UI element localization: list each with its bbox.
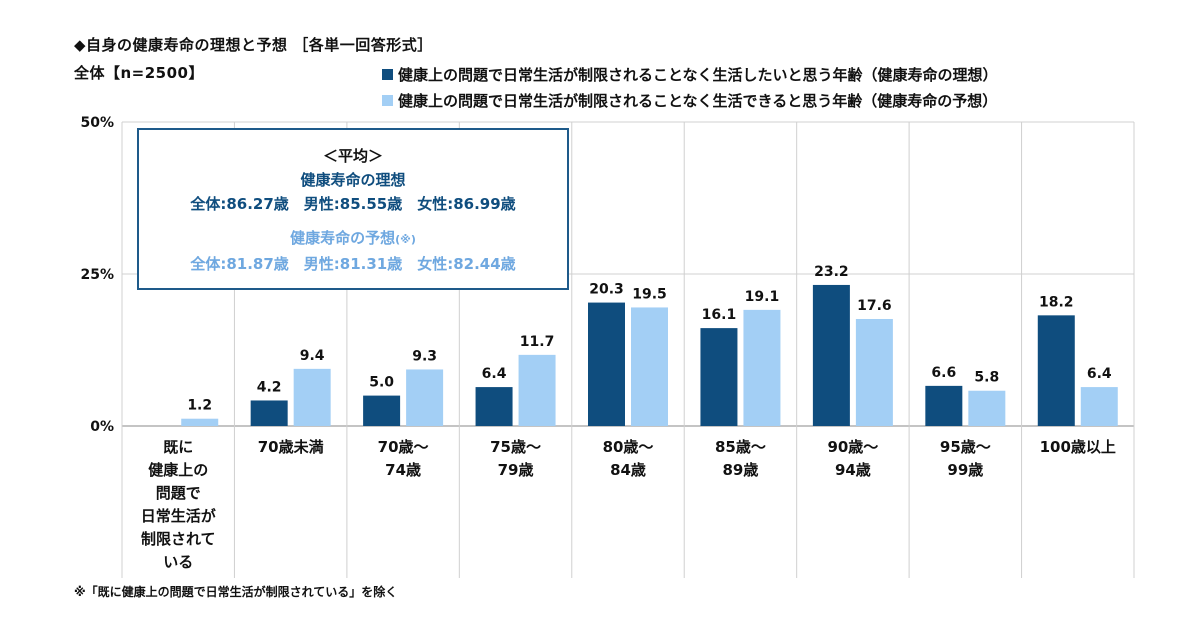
x-tick-label: 95歳～ (940, 438, 991, 456)
x-tick-label: 日常生活が (141, 507, 217, 525)
bar-forecast (293, 368, 331, 426)
sample-size-label: 全体【n=2500】 (74, 64, 204, 82)
bar-ideal (1037, 315, 1075, 426)
x-tick-label: いる (163, 553, 193, 571)
x-tick-label: 79歳 (498, 461, 534, 479)
forecast-heading: 健康寿命の予想 (290, 229, 396, 247)
forecast-values: 全体:81.87歳 男性:81.31歳 女性:82.44歳 (190, 255, 516, 273)
legend-swatch-forecast (382, 95, 393, 106)
legend-label-forecast: 健康上の問題で日常生活が制限されることなく生活できると思う年齢（健康寿命の予想） (398, 92, 998, 110)
bar-forecast (855, 318, 893, 426)
bar-ideal (250, 400, 288, 426)
value-label-ideal: 20.3 (589, 282, 624, 298)
value-label-ideal: 16.1 (702, 307, 737, 323)
bar-ideal (363, 395, 401, 426)
chart-title: ◆自身の健康寿命の理想と予想 ［各単一回答形式］ (74, 36, 433, 54)
value-label-forecast: 9.3 (412, 348, 437, 364)
bar-forecast (1080, 387, 1118, 426)
forecast-note-mark: (※) (395, 233, 416, 246)
x-tick-label: 75歳～ (490, 438, 541, 456)
value-label-forecast: 19.1 (745, 289, 780, 305)
bar-ideal (812, 284, 850, 426)
legend-item-forecast: 健康上の問題で日常生活が制限されることなく生活できると思う年齢（健康寿命の予想） (382, 90, 997, 111)
average-box-title: ＜平均＞ (322, 147, 383, 165)
value-label-ideal: 4.2 (257, 379, 282, 395)
x-tick-label: 既に (163, 438, 193, 456)
y-tick-label: 0% (90, 419, 114, 435)
bar-forecast (743, 309, 781, 426)
x-tick-label: 70歳～ (378, 438, 429, 456)
x-tick-label: 80歳～ (603, 438, 654, 456)
average-summary-box: ＜平均＞ 健康寿命の理想 全体:86.27歳 男性:85.55歳 女性:86.9… (137, 128, 569, 290)
bar-ideal (700, 328, 738, 426)
footnote: ※「既に健康上の問題で日常生活が制限されている」を除く (74, 585, 398, 599)
x-tick-label: 89歳 (723, 461, 759, 479)
x-tick-label: 84歳 (610, 461, 646, 479)
value-label-forecast: 9.4 (300, 348, 325, 364)
forecast-heading-row: 健康寿命の予想(※) (139, 226, 567, 252)
value-label-forecast: 11.7 (520, 334, 555, 350)
x-tick-label: 70歳未満 (258, 438, 324, 456)
x-tick-label: 94歳 (835, 461, 871, 479)
legend-label-ideal: 健康上の問題で日常生活が制限されることなく生活したいと思う年齢（健康寿命の理想） (398, 66, 998, 84)
value-label-ideal: 6.4 (482, 366, 507, 382)
x-tick-label: 85歳～ (715, 438, 766, 456)
ideal-heading: 健康寿命の理想 (300, 171, 406, 189)
legend-swatch-ideal (382, 69, 393, 80)
bar-forecast (518, 354, 556, 426)
bar-forecast (181, 418, 219, 426)
bar-ideal (588, 302, 625, 426)
value-label-forecast: 1.2 (187, 398, 212, 414)
x-tick-label: 99歳 (947, 461, 983, 479)
bar-ideal (475, 387, 513, 426)
value-label-ideal: 6.6 (931, 365, 956, 381)
bar-forecast (406, 369, 444, 426)
x-tick-label: 制限されて (141, 530, 216, 548)
value-label-forecast: 19.5 (632, 286, 667, 302)
ideal-values: 全体:86.27歳 男性:85.55歳 女性:86.99歳 (190, 195, 516, 213)
value-label-ideal: 18.2 (1039, 294, 1074, 310)
legend-item-ideal: 健康上の問題で日常生活が制限されることなく生活したいと思う年齢（健康寿命の理想） (382, 64, 998, 85)
x-tick-label: 健康上の (148, 461, 208, 479)
x-tick-label: 100歳以上 (1040, 438, 1116, 456)
y-tick-label: 50% (80, 115, 114, 131)
x-tick-label: 74歳 (385, 461, 421, 479)
value-label-ideal: 5.0 (369, 375, 394, 391)
bar-forecast (631, 307, 668, 426)
bar-forecast (968, 390, 1006, 426)
value-label-forecast: 17.6 (857, 298, 892, 314)
value-label-ideal: 23.2 (814, 264, 849, 280)
bar-ideal (925, 385, 963, 426)
y-tick-label: 25% (80, 267, 114, 283)
value-label-forecast: 5.8 (974, 370, 999, 386)
value-label-forecast: 6.4 (1087, 366, 1112, 382)
x-tick-label: 90歳～ (827, 438, 878, 456)
x-tick-label: 問題で (156, 484, 201, 502)
